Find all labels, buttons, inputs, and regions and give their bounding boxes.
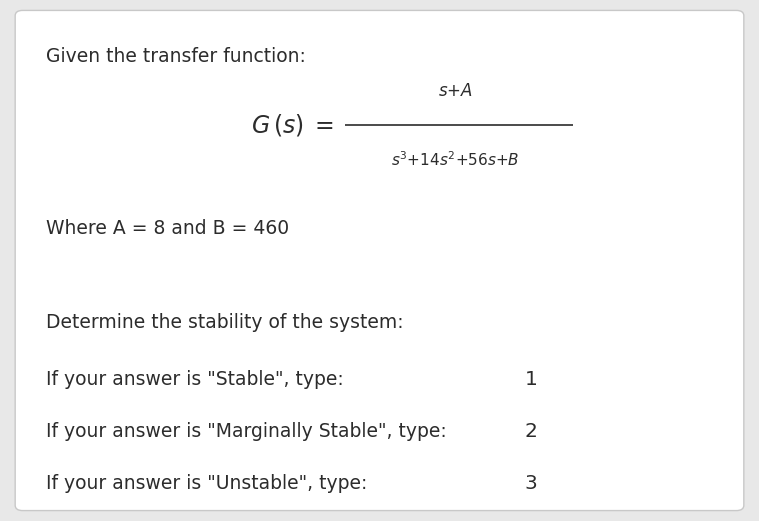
Text: 2: 2 [525, 422, 537, 441]
Text: If your answer is "Stable", type:: If your answer is "Stable", type: [46, 370, 343, 389]
Text: $\mathit{s}^3{+}14\mathit{s}^2{+}56\mathit{s}{+}\mathit{B}$: $\mathit{s}^3{+}14\mathit{s}^2{+}56\math… [391, 150, 520, 169]
Text: Where A = 8 and B = 460: Where A = 8 and B = 460 [46, 219, 288, 238]
Text: $\mathit{s}{+}\mathit{A}$: $\mathit{s}{+}\mathit{A}$ [438, 82, 473, 100]
Text: If your answer is "Unstable", type:: If your answer is "Unstable", type: [46, 474, 367, 493]
Text: Given the transfer function:: Given the transfer function: [46, 47, 305, 66]
Text: 1: 1 [525, 370, 537, 389]
Text: $\mathit{G}\,(\mathit{s})\;=$: $\mathit{G}\,(\mathit{s})\;=$ [250, 112, 334, 138]
Text: 3: 3 [525, 474, 537, 493]
Text: If your answer is "Marginally Stable", type:: If your answer is "Marginally Stable", t… [46, 422, 446, 441]
Text: Determine the stability of the system:: Determine the stability of the system: [46, 313, 403, 331]
